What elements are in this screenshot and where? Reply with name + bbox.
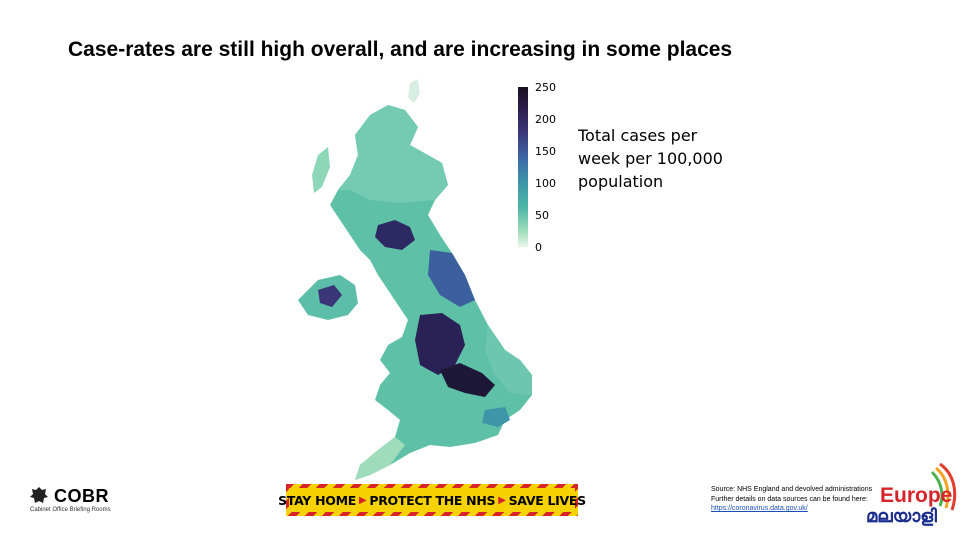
colorbar-tick-50: 50	[535, 209, 549, 222]
shetland-region	[408, 79, 420, 103]
watermark-swoosh-icon	[930, 462, 957, 511]
crest-icon	[30, 487, 48, 503]
source-line1: Source: NHS England and devolved adminis…	[711, 486, 873, 493]
org-name: COBR	[54, 486, 109, 506]
legend-title-line2: week per 100,000	[578, 149, 723, 168]
source-line2: Further details on data sources can be f…	[711, 495, 868, 503]
org-subtitle: Cabinet Office Briefing Rooms	[30, 507, 111, 513]
colorbar-tick-100: 100	[535, 177, 556, 190]
legend-title-line3: population	[578, 172, 664, 191]
banner-item-save-lives: SAVE LIVES	[508, 492, 587, 508]
north-scotland-region	[338, 105, 448, 203]
watermark-top-text: Europe	[880, 484, 953, 507]
source-link[interactable]: https://coronavirus.data.gov.uk/	[711, 505, 808, 512]
north-england-hotspot	[428, 250, 475, 307]
banner-text-row: STAY HOME ▶ PROTECT THE NHS ▶ SAVE LIVES	[278, 488, 586, 512]
central-belt-region	[375, 220, 415, 250]
europe-malayali-watermark: Europe മലയാളി	[862, 462, 960, 540]
colorbar-tick-250: 250	[535, 81, 556, 94]
pennines-hotspot	[415, 313, 465, 375]
banner-item-protect-nhs: PROTECT THE NHS	[369, 492, 496, 508]
uk-case-rate-map	[298, 79, 532, 480]
northern-ireland-hotspot	[318, 285, 342, 307]
outer-hebrides-region	[312, 147, 330, 193]
legend-title: Total cases per week per 100,000 populat…	[578, 124, 748, 193]
east-anglia-region	[485, 325, 532, 395]
south-west-region	[355, 437, 405, 480]
arrow-right-icon: ▶	[498, 494, 506, 506]
arrow-right-icon: ▶	[358, 494, 367, 506]
midlands-hotspot	[440, 363, 495, 397]
colorbar-tick-0: 0	[535, 241, 542, 254]
colorbar-tick-200: 200	[535, 113, 556, 126]
watermark-bottom-text: മലയാളി	[866, 506, 937, 526]
legend-title-line1: Total cases per	[578, 126, 698, 145]
stay-home-banner: STAY HOME ▶ PROTECT THE NHS ▶ SAVE LIVES	[278, 484, 586, 516]
banner-item-stay-home: STAY HOME	[278, 492, 356, 508]
london-region	[482, 407, 510, 427]
source-note: Source: NHS England and devolved adminis…	[711, 485, 896, 514]
slide-title: Case-rates are still high overall, and a…	[68, 38, 733, 61]
colorbar	[518, 87, 528, 247]
cobr-logo: COBR Cabinet Office Briefing Rooms	[26, 486, 146, 516]
colorbar-tick-150: 150	[535, 145, 556, 158]
